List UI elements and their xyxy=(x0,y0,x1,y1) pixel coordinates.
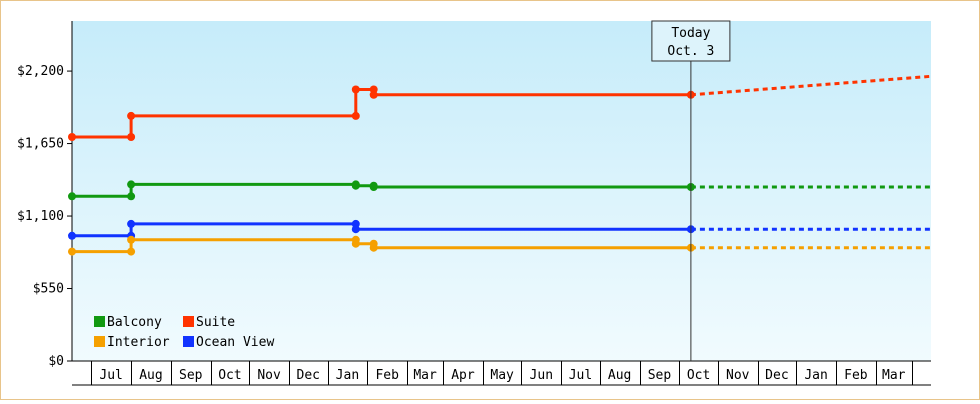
data-point-suite xyxy=(68,133,76,141)
plot-background xyxy=(72,21,931,361)
y-tick-label: $0 xyxy=(48,354,64,369)
x-tick-label: Aug xyxy=(139,368,162,383)
x-tick-label: Nov xyxy=(726,368,750,383)
data-point-interior xyxy=(127,247,136,256)
data-point-suite xyxy=(351,85,360,94)
legend-label-interior: Interior xyxy=(107,335,170,350)
x-tick-label: Jul xyxy=(569,368,592,383)
x-tick-label: Mar xyxy=(882,368,906,383)
x-tick-label: Feb xyxy=(844,368,868,383)
data-point-suite xyxy=(127,133,136,141)
x-tick-label: Jan xyxy=(336,368,359,383)
x-tick-label: Jul xyxy=(99,368,122,383)
y-tick-label: $1,650 xyxy=(17,137,64,152)
x-tick-label: Jan xyxy=(804,368,827,383)
legend-label-suite: Suite xyxy=(196,315,235,330)
x-tick-label: Jun xyxy=(530,368,553,383)
data-point-balcony xyxy=(127,180,136,189)
data-point-ocean-view xyxy=(351,225,360,234)
x-tick-label: Sep xyxy=(179,368,203,383)
data-point-ocean-view xyxy=(127,219,136,228)
x-tick-label: Aug xyxy=(608,368,631,383)
x-tick-label: Apr xyxy=(451,368,475,383)
x-tick-label: Feb xyxy=(375,368,399,383)
x-tick-label: Nov xyxy=(257,368,281,383)
data-point-balcony xyxy=(351,181,360,190)
legend-label-balcony: Balcony xyxy=(107,315,162,330)
x-tick-label: May xyxy=(490,368,514,383)
data-point-suite xyxy=(127,111,136,120)
series-line-ocean-view xyxy=(72,222,691,238)
x-tick-label: Sep xyxy=(648,368,672,383)
y-tick-label: $550 xyxy=(33,282,64,297)
data-point-suite xyxy=(369,90,378,99)
today-label-box xyxy=(651,20,731,62)
legend-swatch-interior xyxy=(94,336,105,347)
y-tick-label: $1,100 xyxy=(17,209,64,224)
legend-label-ocean-view: Ocean View xyxy=(196,335,274,350)
data-point-ocean-view xyxy=(68,231,76,240)
today-label-line1: Today xyxy=(671,26,710,41)
series-projection-suite xyxy=(690,74,932,97)
data-point-balcony xyxy=(369,183,378,191)
legend-swatch-ocean-view xyxy=(183,336,194,347)
data-point-interior xyxy=(351,239,360,248)
data-point-interior xyxy=(127,235,136,244)
data-point-balcony xyxy=(127,192,136,201)
x-tick-label: Mar xyxy=(413,368,437,383)
data-point-interior xyxy=(369,243,378,252)
x-tick-label: Dec xyxy=(765,368,788,383)
x-tick-label: Oct xyxy=(687,368,710,383)
legend-swatch-suite xyxy=(183,316,194,327)
data-point-balcony xyxy=(68,192,76,201)
x-tick-label: Dec xyxy=(297,368,320,383)
x-tick-label: Oct xyxy=(218,368,241,383)
legend-swatch-balcony xyxy=(94,316,105,327)
today-label-line2: Oct. 3 xyxy=(667,44,714,59)
data-point-interior xyxy=(68,247,76,256)
y-tick-label: $2,200 xyxy=(17,64,64,79)
data-point-suite xyxy=(351,111,360,120)
